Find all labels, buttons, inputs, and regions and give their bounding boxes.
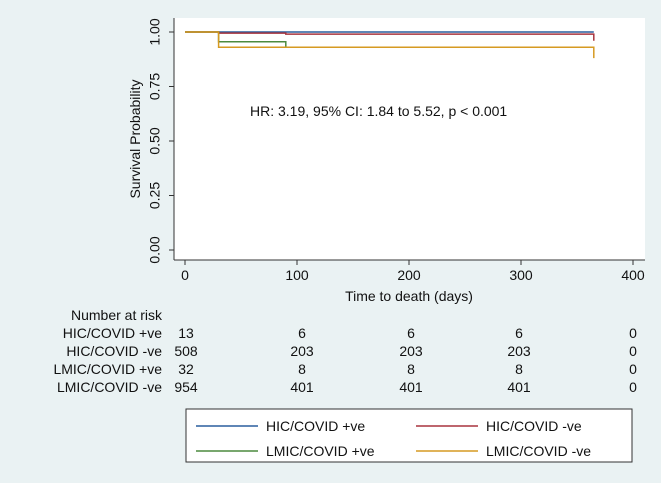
hr-annotation: HR: 3.19, 95% CI: 1.84 to 5.52, p < 0.00… (250, 103, 507, 119)
legend-label: LMIC/COVID +ve (266, 443, 375, 459)
risk-value: 6 (298, 325, 306, 341)
risk-value: 508 (174, 343, 198, 359)
legend-label: HIC/COVID +ve (266, 418, 365, 434)
x-tick-label: 0 (181, 267, 189, 283)
y-tick-label: 0.25 (147, 182, 163, 209)
y-axis-title: Survival Probability (127, 79, 143, 198)
risk-value: 954 (174, 379, 198, 395)
x-tick-label: 300 (509, 267, 533, 283)
risk-table-title: Number at risk (71, 307, 163, 323)
risk-value: 32 (178, 361, 194, 377)
risk-value: 203 (290, 343, 314, 359)
x-tick-label: 400 (621, 267, 645, 283)
x-tick-label: 100 (285, 267, 309, 283)
risk-value: 0 (629, 343, 637, 359)
risk-row-label: HIC/COVID -ve (66, 343, 162, 359)
survival-line-4 (185, 31, 595, 59)
risk-value: 6 (407, 325, 415, 341)
x-axis-title: Time to death (days) (345, 288, 473, 304)
x-tick-label: 200 (397, 267, 421, 283)
y-tick-label: 0.00 (147, 236, 163, 263)
risk-row-label: LMIC/COVID +ve (53, 361, 162, 377)
risk-value: 401 (290, 379, 314, 395)
y-tick-label: 0.50 (147, 127, 163, 154)
risk-value: 203 (507, 343, 531, 359)
risk-value: 401 (507, 379, 531, 395)
risk-value: 0 (629, 379, 637, 395)
risk-value: 401 (399, 379, 423, 395)
legend-label: HIC/COVID -ve (486, 418, 582, 434)
risk-value: 8 (298, 361, 306, 377)
legend-box (185, 408, 633, 463)
legend-label: LMIC/COVID -ve (486, 443, 591, 459)
risk-value: 0 (629, 325, 637, 341)
plot-area (174, 18, 645, 260)
risk-value: 0 (629, 361, 637, 377)
y-tick-label: 1.00 (147, 18, 163, 45)
y-tick-label: 0.75 (147, 73, 163, 100)
risk-row-label: LMIC/COVID -ve (57, 379, 162, 395)
risk-row-label: HIC/COVID +ve (63, 325, 162, 341)
risk-value: 13 (178, 325, 194, 341)
risk-value: 8 (515, 361, 523, 377)
risk-value: 6 (515, 325, 523, 341)
risk-value: 8 (407, 361, 415, 377)
risk-value: 203 (399, 343, 423, 359)
